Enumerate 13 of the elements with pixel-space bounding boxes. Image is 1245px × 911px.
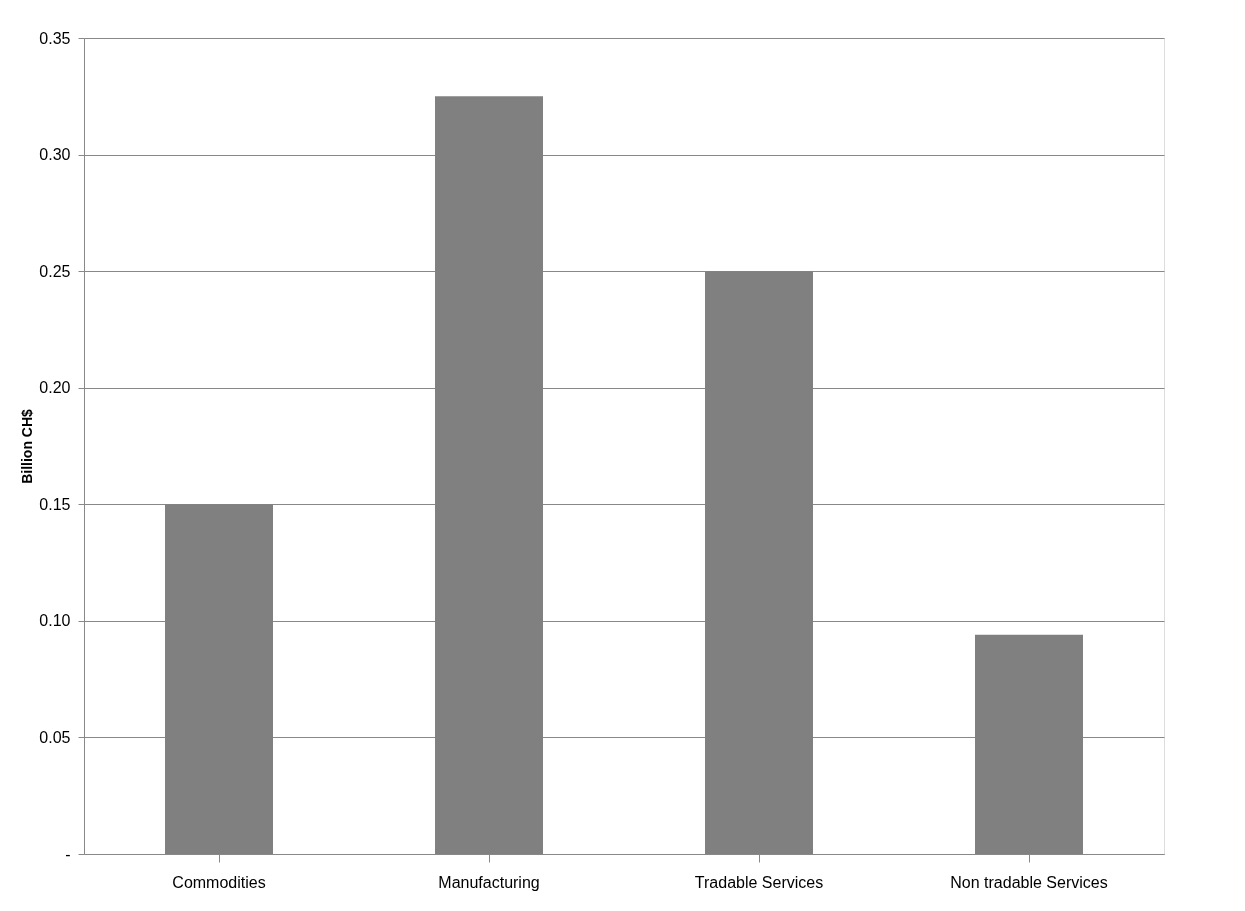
y-tick-label: 0.15 bbox=[39, 495, 71, 513]
y-tick-label: 0.25 bbox=[39, 262, 71, 280]
y-tick-label: 0.05 bbox=[39, 728, 71, 746]
y-tick-label: 0.20 bbox=[39, 379, 71, 397]
x-tick-label: Non tradable Services bbox=[950, 873, 1108, 891]
y-tick-label: - bbox=[65, 845, 71, 863]
x-tick-label: Commodities bbox=[172, 873, 266, 891]
x-tick-label: Manufacturing bbox=[438, 873, 540, 891]
y-tick-label: 0.30 bbox=[39, 146, 71, 164]
y-axis-title: Billion CH$ bbox=[19, 408, 36, 484]
y-tick-label: 0.35 bbox=[39, 29, 71, 47]
x-tick-label: Tradable Services bbox=[694, 873, 824, 891]
y-tick-label: 0.10 bbox=[39, 612, 71, 630]
